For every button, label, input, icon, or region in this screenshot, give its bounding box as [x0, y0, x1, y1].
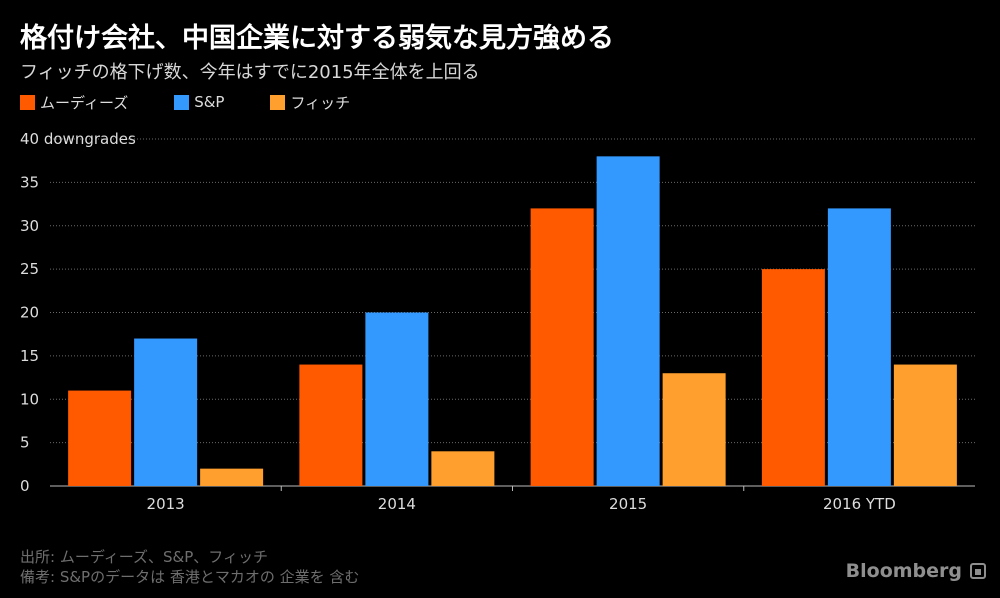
x-tick-label: 2013 — [147, 495, 185, 513]
bar — [761, 269, 825, 486]
bar — [827, 208, 891, 486]
chart-title: 格付け会社、中国企業に対する弱気な見方強める — [20, 23, 614, 54]
legend: ムーディーズ S&P フィッチ — [20, 92, 396, 112]
legend-swatch-sp — [174, 94, 190, 110]
legend-item-moodys: ムーディーズ — [20, 92, 128, 113]
bar — [299, 364, 363, 486]
bar — [200, 468, 264, 486]
bar — [365, 312, 429, 486]
y-tick-label: 5 — [20, 434, 30, 452]
chart-subtitle: フィッチの格下げ数、今年はすでに2015年全体を上回る — [20, 62, 480, 83]
bar — [662, 373, 726, 486]
legend-label-fitch: フィッチ — [290, 93, 351, 112]
legend-label-moodys: ムーディーズ — [40, 93, 129, 112]
source-note: 出所: ムーディーズ、S&P、フィッチ 備考: S&Pのデータは 香港とマカオの… — [20, 547, 359, 587]
y-tick-label: 30 — [20, 217, 39, 235]
legend-swatch-fitch — [270, 94, 286, 110]
y-tick-label: 0 — [20, 477, 30, 495]
y-tick-label: 20 — [20, 304, 39, 322]
brand-name: Bloomberg — [845, 560, 962, 582]
legend-item-sp: S&P — [174, 93, 224, 111]
bar — [893, 364, 957, 486]
legend-swatch-moodys — [20, 94, 35, 110]
y-tick-label: 40 downgrades — [20, 130, 136, 148]
y-tick-label: 10 — [20, 390, 39, 408]
y-tick-label: 15 — [20, 347, 39, 365]
source-text: 出所: ムーディーズ、S&P、フィッチ — [20, 548, 268, 566]
x-tick-label: 2014 — [378, 495, 416, 513]
y-tick-label: 35 — [20, 173, 39, 191]
bar — [431, 451, 495, 486]
y-tick-label: 25 — [20, 260, 39, 278]
brand-logo: Bloomberg — [846, 560, 986, 582]
bloomberg-icon — [970, 563, 986, 579]
footnote-text: 備考: S&Pのデータは 香港とマカオの 企業を 含む — [20, 568, 360, 586]
x-tick-label: 2016 YTD — [823, 495, 896, 513]
bar — [68, 390, 132, 486]
bar — [134, 338, 198, 486]
legend-item-fitch: フィッチ — [270, 92, 350, 113]
x-tick-label: 2015 — [609, 495, 647, 513]
legend-label-sp: S&P — [194, 93, 225, 111]
bar — [530, 208, 594, 486]
bar — [596, 156, 660, 486]
